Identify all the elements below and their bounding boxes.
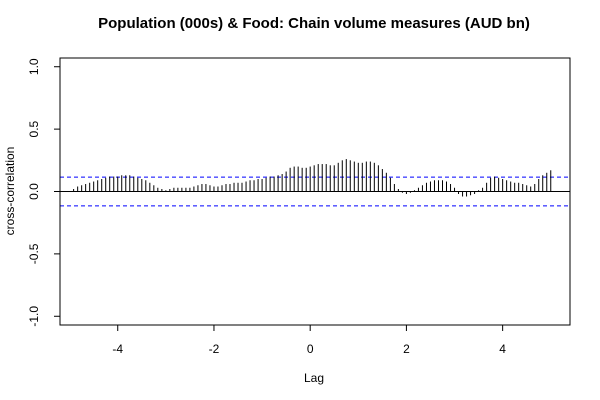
x-tick-label: -2 <box>209 342 220 356</box>
x-axis-label: Lag <box>304 371 324 385</box>
confidence-limits-group <box>60 176 570 207</box>
x-tick-label: 4 <box>499 342 506 356</box>
y-axis-label: cross-correlation <box>3 147 17 236</box>
y-tick-label: 0.5 <box>27 120 41 137</box>
chart-title: Population (000s) & Food: Chain volume m… <box>98 15 530 32</box>
x-axis: -4 -2 0 2 4 <box>112 324 506 356</box>
y-axis: -1.0 -0.5 0.0 0.5 1.0 <box>27 58 61 327</box>
y-tick-label: 0.0 <box>27 183 41 200</box>
x-tick-label: 2 <box>403 342 410 356</box>
x-tick-label: 0 <box>307 342 314 356</box>
x-tick-label: -4 <box>112 342 123 356</box>
y-tick-label: -0.5 <box>27 243 41 264</box>
y-tick-label: -1.0 <box>27 306 41 327</box>
bars-group <box>73 159 552 197</box>
y-tick-label: 1.0 <box>27 58 41 75</box>
